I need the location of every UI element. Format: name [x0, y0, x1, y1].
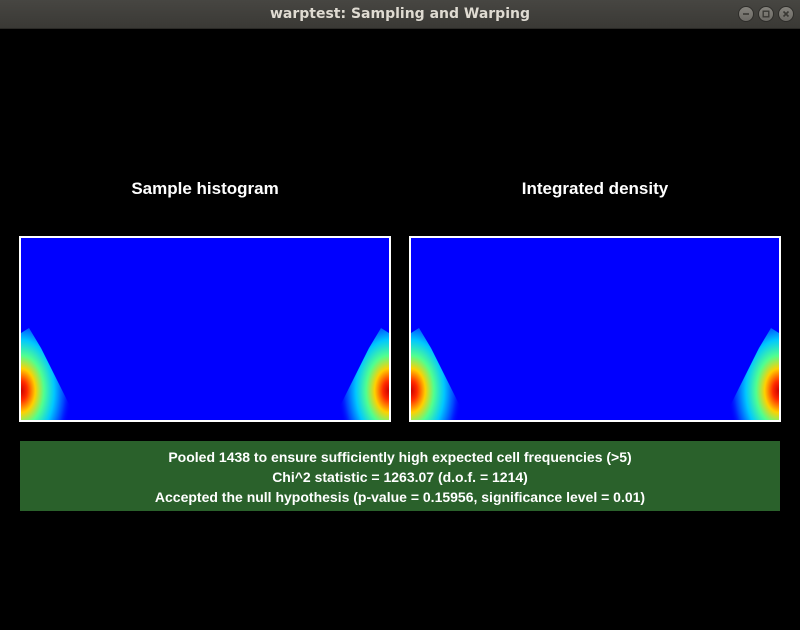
test-results-panel: Pooled 1438 to ensure sufficiently high … [20, 441, 780, 511]
integrated-density-title: Integrated density [521, 179, 669, 198]
maximize-icon[interactable] [758, 6, 774, 22]
sample-histogram-heatmap [19, 236, 391, 422]
pooled-cells-text: Pooled 1438 to ensure sufficiently high … [168, 449, 632, 465]
sample-histogram-title: Sample histogram [131, 179, 279, 198]
hypothesis-result-text: Accepted the null hypothesis (p-value = … [154, 489, 646, 505]
close-icon[interactable] [778, 6, 794, 22]
integrated-density-heatmap [409, 236, 781, 422]
chi-square-statistic-text: Chi^2 statistic = 1263.07 (d.o.f. = 1214… [272, 469, 528, 485]
minimize-icon[interactable] [738, 6, 754, 22]
window-titlebar[interactable]: warptest: Sampling and Warping [0, 0, 800, 29]
window-title: warptest: Sampling and Warping [269, 6, 530, 22]
